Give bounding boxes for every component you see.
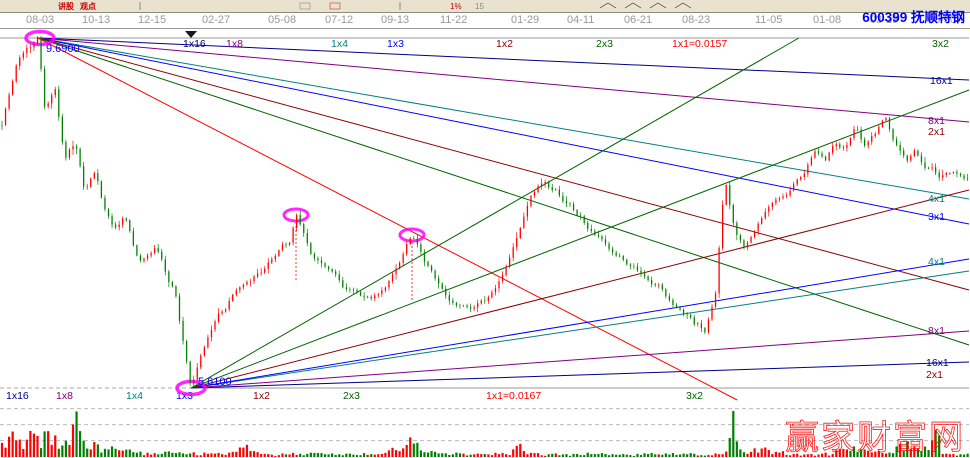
svg-text:1x8: 1x8 xyxy=(56,390,73,402)
svg-text:1x4: 1x4 xyxy=(126,390,143,402)
svg-text:1x16: 1x16 xyxy=(6,390,29,402)
svg-text:1x1=0.0167: 1x1=0.0167 xyxy=(486,390,541,402)
svg-text:1x1=0.0157: 1x1=0.0157 xyxy=(672,38,727,50)
svg-text:3x2: 3x2 xyxy=(686,390,703,402)
svg-text:2x3: 2x3 xyxy=(343,390,360,402)
svg-text:16x1: 16x1 xyxy=(930,75,953,87)
svg-text:16x1: 16x1 xyxy=(926,357,949,369)
svg-text:2x1: 2x1 xyxy=(928,126,945,138)
svg-text:1x2: 1x2 xyxy=(253,390,270,402)
svg-text:1x3: 1x3 xyxy=(387,38,404,50)
svg-text:3x1: 3x1 xyxy=(928,211,945,223)
svg-text:1x2: 1x2 xyxy=(496,38,513,50)
svg-text:4x1: 4x1 xyxy=(928,193,945,205)
svg-text:4x1: 4x1 xyxy=(928,256,945,268)
svg-text:5.6100: 5.6100 xyxy=(198,376,232,388)
svg-text:2x1: 2x1 xyxy=(926,369,943,381)
svg-text:1x4: 1x4 xyxy=(331,38,348,50)
svg-text:8x1: 8x1 xyxy=(928,325,945,337)
svg-text:赢家财富网: 赢家财富网 xyxy=(785,419,965,457)
svg-text:1x16: 1x16 xyxy=(183,38,206,50)
svg-text:9.6900: 9.6900 xyxy=(46,43,80,55)
svg-text:3x2: 3x2 xyxy=(932,38,949,50)
svg-text:600399 抚顺特钢: 600399 抚顺特钢 xyxy=(862,9,965,25)
svg-text:2x3: 2x3 xyxy=(596,38,613,50)
svg-text:1x8: 1x8 xyxy=(226,38,243,50)
